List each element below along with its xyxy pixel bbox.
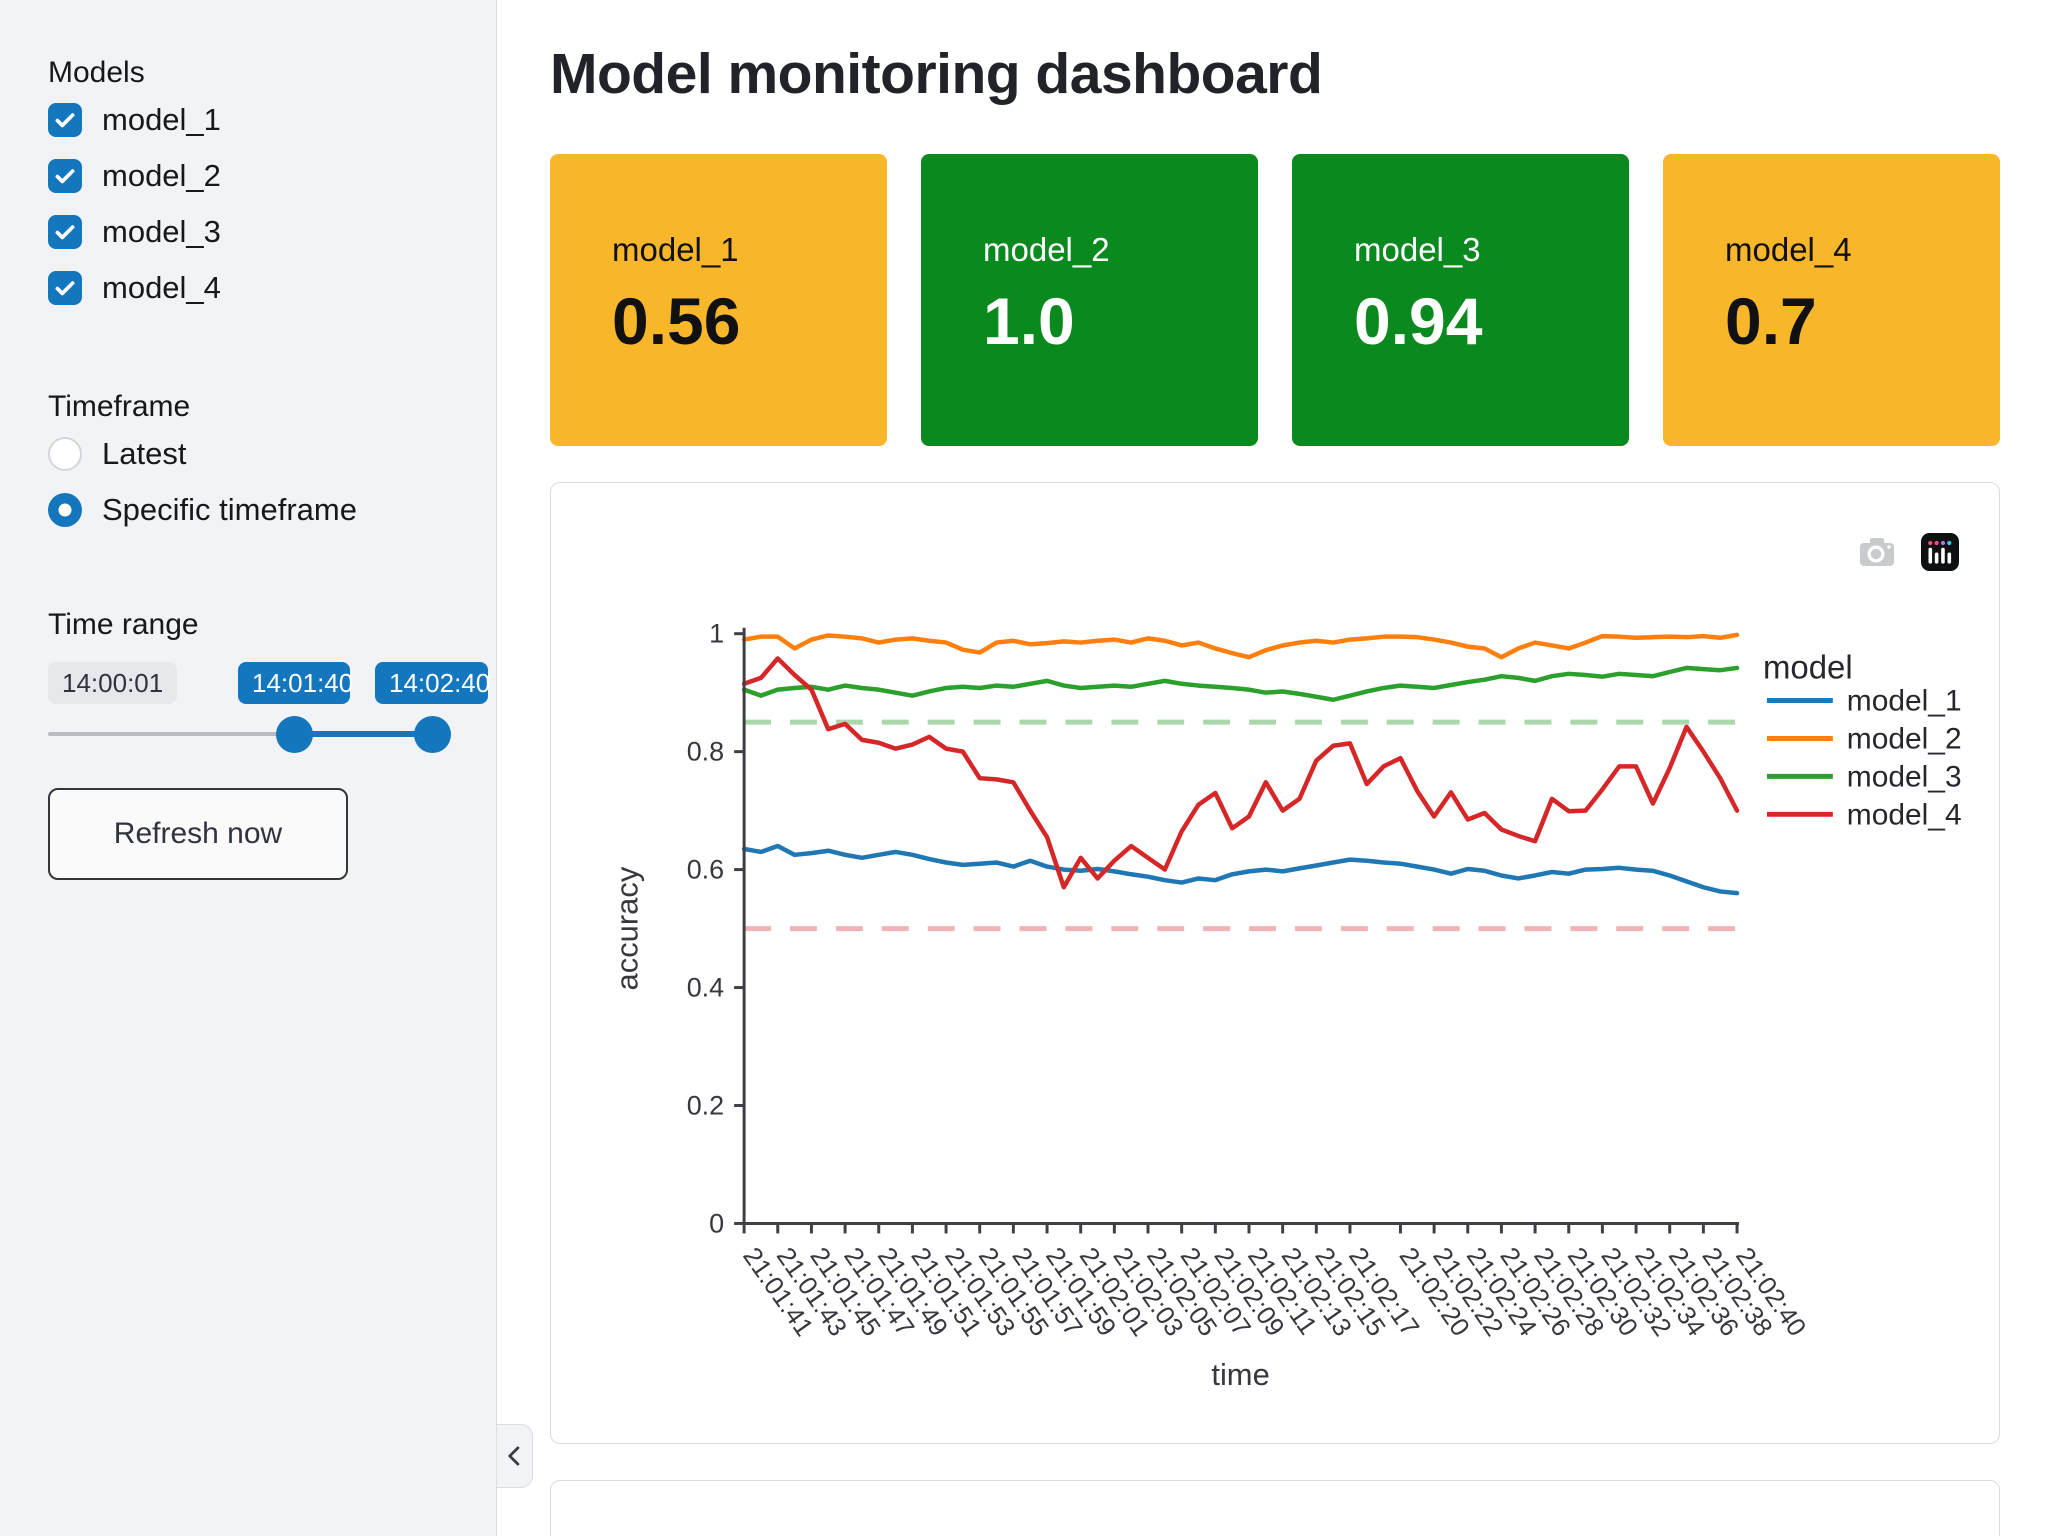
- legend-label-model_1[interactable]: model_1: [1847, 685, 1962, 718]
- chevron-left-icon: [507, 1446, 519, 1466]
- checkbox-checked-icon[interactable]: [48, 215, 82, 249]
- slider-handle-lower[interactable]: [276, 716, 313, 753]
- metric-card-model-3: model_3 0.94: [1292, 154, 1629, 447]
- metric-card-model-1: model_1 0.56: [550, 154, 887, 447]
- series-line-model_4: [741, 656, 1740, 890]
- sidebar-collapse-button[interactable]: [497, 1424, 533, 1488]
- radio-selected-icon[interactable]: [48, 493, 82, 527]
- checkbox-model-1[interactable]: model_1: [48, 100, 496, 140]
- checkbox-label: model_4: [102, 270, 221, 305]
- slider-min-label: 14:00:01: [48, 662, 178, 704]
- checkbox-model-2[interactable]: model_2: [48, 156, 496, 196]
- models-group-label: Models: [48, 56, 145, 89]
- slider-upper-value-badge: 14:02:40: [375, 662, 490, 704]
- metric-cards-row: model_1 0.56 model_2 1.0 model_3 0.94 mo…: [550, 154, 2000, 447]
- metric-label: model_1: [612, 231, 739, 269]
- checkbox-label: model_2: [102, 158, 221, 193]
- radio-specific-timeframe[interactable]: Specific timeframe: [48, 490, 496, 530]
- slider-track[interactable]: [48, 732, 432, 736]
- main-content: Model monitoring dashboard model_1 0.56 …: [498, 0, 2048, 1536]
- series-line-model_2: [741, 633, 1740, 660]
- series-line-model_1: [741, 844, 1740, 896]
- metric-value: 0.7: [1725, 284, 1817, 359]
- y-tick-label: 0.8: [687, 737, 724, 767]
- legend-title: model: [1763, 649, 1853, 686]
- accuracy-chart-panel: 0 0.2 0.4 0.6 0.8 1 21:01:41 21:01:43 21:01:45 21…: [550, 482, 2000, 1445]
- checkbox-label: model_3: [102, 214, 221, 249]
- time-range-label: Time range: [48, 608, 199, 641]
- y-axis-title: accuracy: [609, 867, 644, 991]
- metric-label: model_4: [1725, 231, 1852, 269]
- checkbox-label: model_1: [102, 102, 221, 137]
- y-tick-label: 0: [709, 1209, 724, 1239]
- radio-label: Latest: [102, 436, 187, 471]
- checkbox-model-3[interactable]: model_3: [48, 212, 496, 252]
- refresh-now-button[interactable]: Refresh now: [48, 788, 348, 880]
- metric-value: 0.94: [1354, 284, 1483, 359]
- checkbox-checked-icon[interactable]: [48, 271, 82, 305]
- next-panel-partial: [550, 1480, 2000, 1536]
- checkbox-checked-icon[interactable]: [48, 103, 82, 137]
- metric-label: model_3: [1354, 231, 1481, 269]
- legend-label-model_3[interactable]: model_3: [1847, 761, 1962, 794]
- checkbox-model-4[interactable]: model_4: [48, 268, 496, 308]
- plotly-logo-icon[interactable]: [1921, 533, 1959, 572]
- page-title: Model monitoring dashboard: [550, 42, 1323, 106]
- series-line-model_3: [741, 666, 1740, 703]
- y-tick-label: 0.4: [687, 973, 724, 1003]
- y-tick-label: 1: [709, 619, 724, 649]
- metric-card-model-2: model_2 1.0: [921, 154, 1258, 447]
- radio-latest[interactable]: Latest: [48, 434, 496, 474]
- metric-card-model-4: model_4 0.7: [1663, 154, 2000, 447]
- plotly-modebar: [1859, 533, 1959, 572]
- y-tick-label: 0.6: [687, 855, 724, 885]
- radio-label: Specific timeframe: [102, 492, 357, 527]
- slider-handle-upper[interactable]: [414, 716, 451, 753]
- y-tick-label: 0.2: [687, 1091, 724, 1121]
- metric-label: model_2: [983, 231, 1110, 269]
- checkbox-checked-icon[interactable]: [48, 159, 82, 193]
- time-range-slider[interactable]: 14:00:01 14:01:40 14:02:40: [48, 662, 490, 758]
- metric-value: 1.0: [983, 284, 1075, 359]
- camera-download-icon[interactable]: [1859, 537, 1895, 567]
- slider-lower-value-badge: 14:01:40: [238, 662, 353, 704]
- sidebar: Models model_1 model_2 model_3 model_4: [0, 0, 497, 1536]
- x-axis-title: time: [1211, 1358, 1269, 1393]
- accuracy-line-chart: 00.20.40.60.8121:01:4121:01:4321:01:4521…: [609, 619, 1962, 1393]
- timeframe-group-label: Timeframe: [48, 390, 191, 423]
- radio-unselected-icon[interactable]: [48, 437, 82, 471]
- slider-track-active[interactable]: [294, 731, 432, 737]
- metric-value: 0.56: [612, 284, 741, 359]
- legend-label-model_4[interactable]: model_4: [1847, 799, 1962, 832]
- legend-label-model_2[interactable]: model_2: [1847, 723, 1962, 756]
